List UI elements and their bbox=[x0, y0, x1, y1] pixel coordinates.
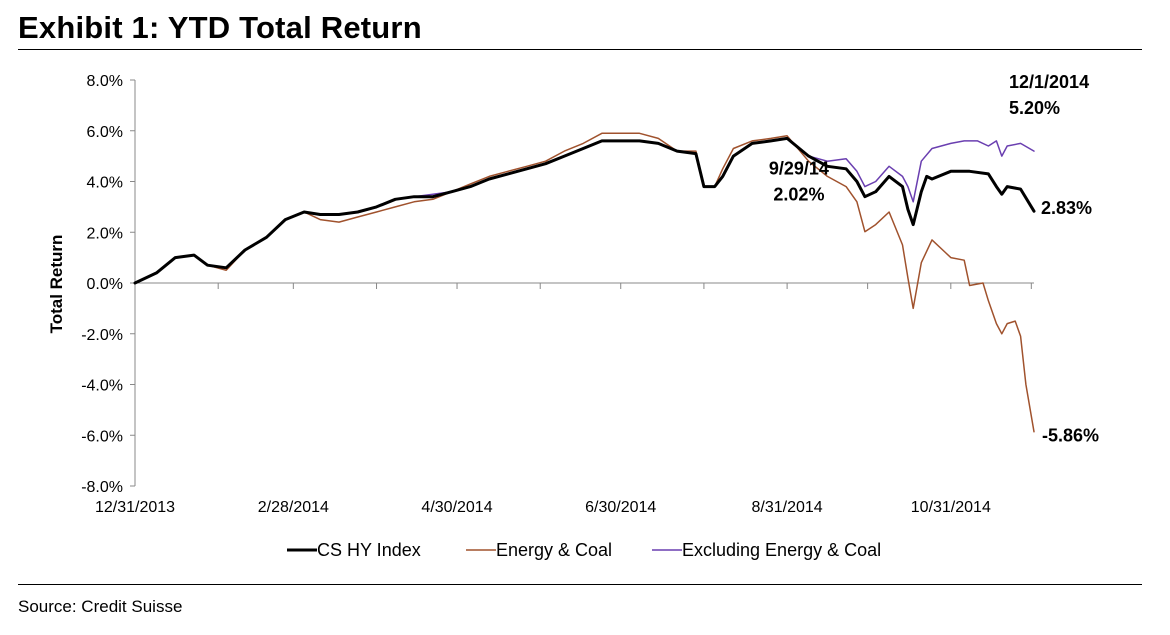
series-lines bbox=[133, 132, 1036, 433]
source-note: Source: Credit Suisse bbox=[18, 597, 183, 616]
legend: CS HY Index Energy & Coal Excluding Energy… bbox=[287, 540, 881, 560]
footer-rule bbox=[18, 584, 1142, 585]
x-tick-label: 6/30/2014 bbox=[585, 499, 656, 516]
y-tick-label: 2.0% bbox=[87, 225, 123, 242]
annotation-label: 12/1/2014 5.20% bbox=[1009, 72, 1089, 118]
legend-label: Excluding Energy & Coal bbox=[682, 540, 881, 560]
x-axis: 12/31/2013 2/28/2014 4/30/2014 6/30/2014 8/3… bbox=[95, 282, 1034, 516]
y-tick-label: -6.0% bbox=[81, 428, 123, 445]
chart-title: Exhibit 1: YTD Total Return bbox=[18, 10, 422, 45]
annotations: 12/1/2014 5.20% 2.83% 9/29/14 2.02% -5.86% bbox=[769, 72, 1099, 446]
y-axis-label: Total Return bbox=[47, 235, 66, 334]
ytd-return-chart: 8.0% 6.0% 4.0% 2.0% 0.0% -2.0% -4.0% -6.0% -8.0%… bbox=[47, 72, 1099, 560]
x-tick-label: 2/28/2014 bbox=[258, 499, 329, 516]
y-axis: 8.0% 6.0% 4.0% 2.0% 0.0% -2.0% -4.0% -6.0% -8.0% bbox=[81, 73, 136, 496]
annotation-label: 2.83% bbox=[1041, 198, 1092, 218]
y-tick-label: -4.0% bbox=[81, 378, 123, 395]
series-line-excluding-energy-coal bbox=[134, 137, 1035, 284]
y-tick-label: -2.0% bbox=[81, 327, 123, 344]
x-tick-label: 10/31/2014 bbox=[911, 499, 991, 516]
y-tick-label: 6.0% bbox=[87, 124, 123, 141]
legend-label: CS HY Index bbox=[317, 540, 421, 560]
series-line-cs-hy-index bbox=[133, 136, 1036, 285]
y-tick-label: 8.0% bbox=[87, 73, 123, 90]
y-tick-label: 4.0% bbox=[87, 175, 123, 192]
annotation-label: -5.86% bbox=[1042, 426, 1099, 446]
y-tick-label: -8.0% bbox=[81, 479, 123, 496]
y-tick-label: 0.0% bbox=[87, 276, 123, 293]
x-tick-label: 12/31/2013 bbox=[95, 499, 175, 516]
x-tick-label: 4/30/2014 bbox=[421, 499, 492, 516]
annotation-label: 9/29/14 2.02% bbox=[769, 159, 829, 205]
legend-label: Energy & Coal bbox=[496, 540, 612, 560]
title-rule bbox=[18, 49, 1142, 50]
x-tick-label: 8/31/2014 bbox=[752, 499, 823, 516]
